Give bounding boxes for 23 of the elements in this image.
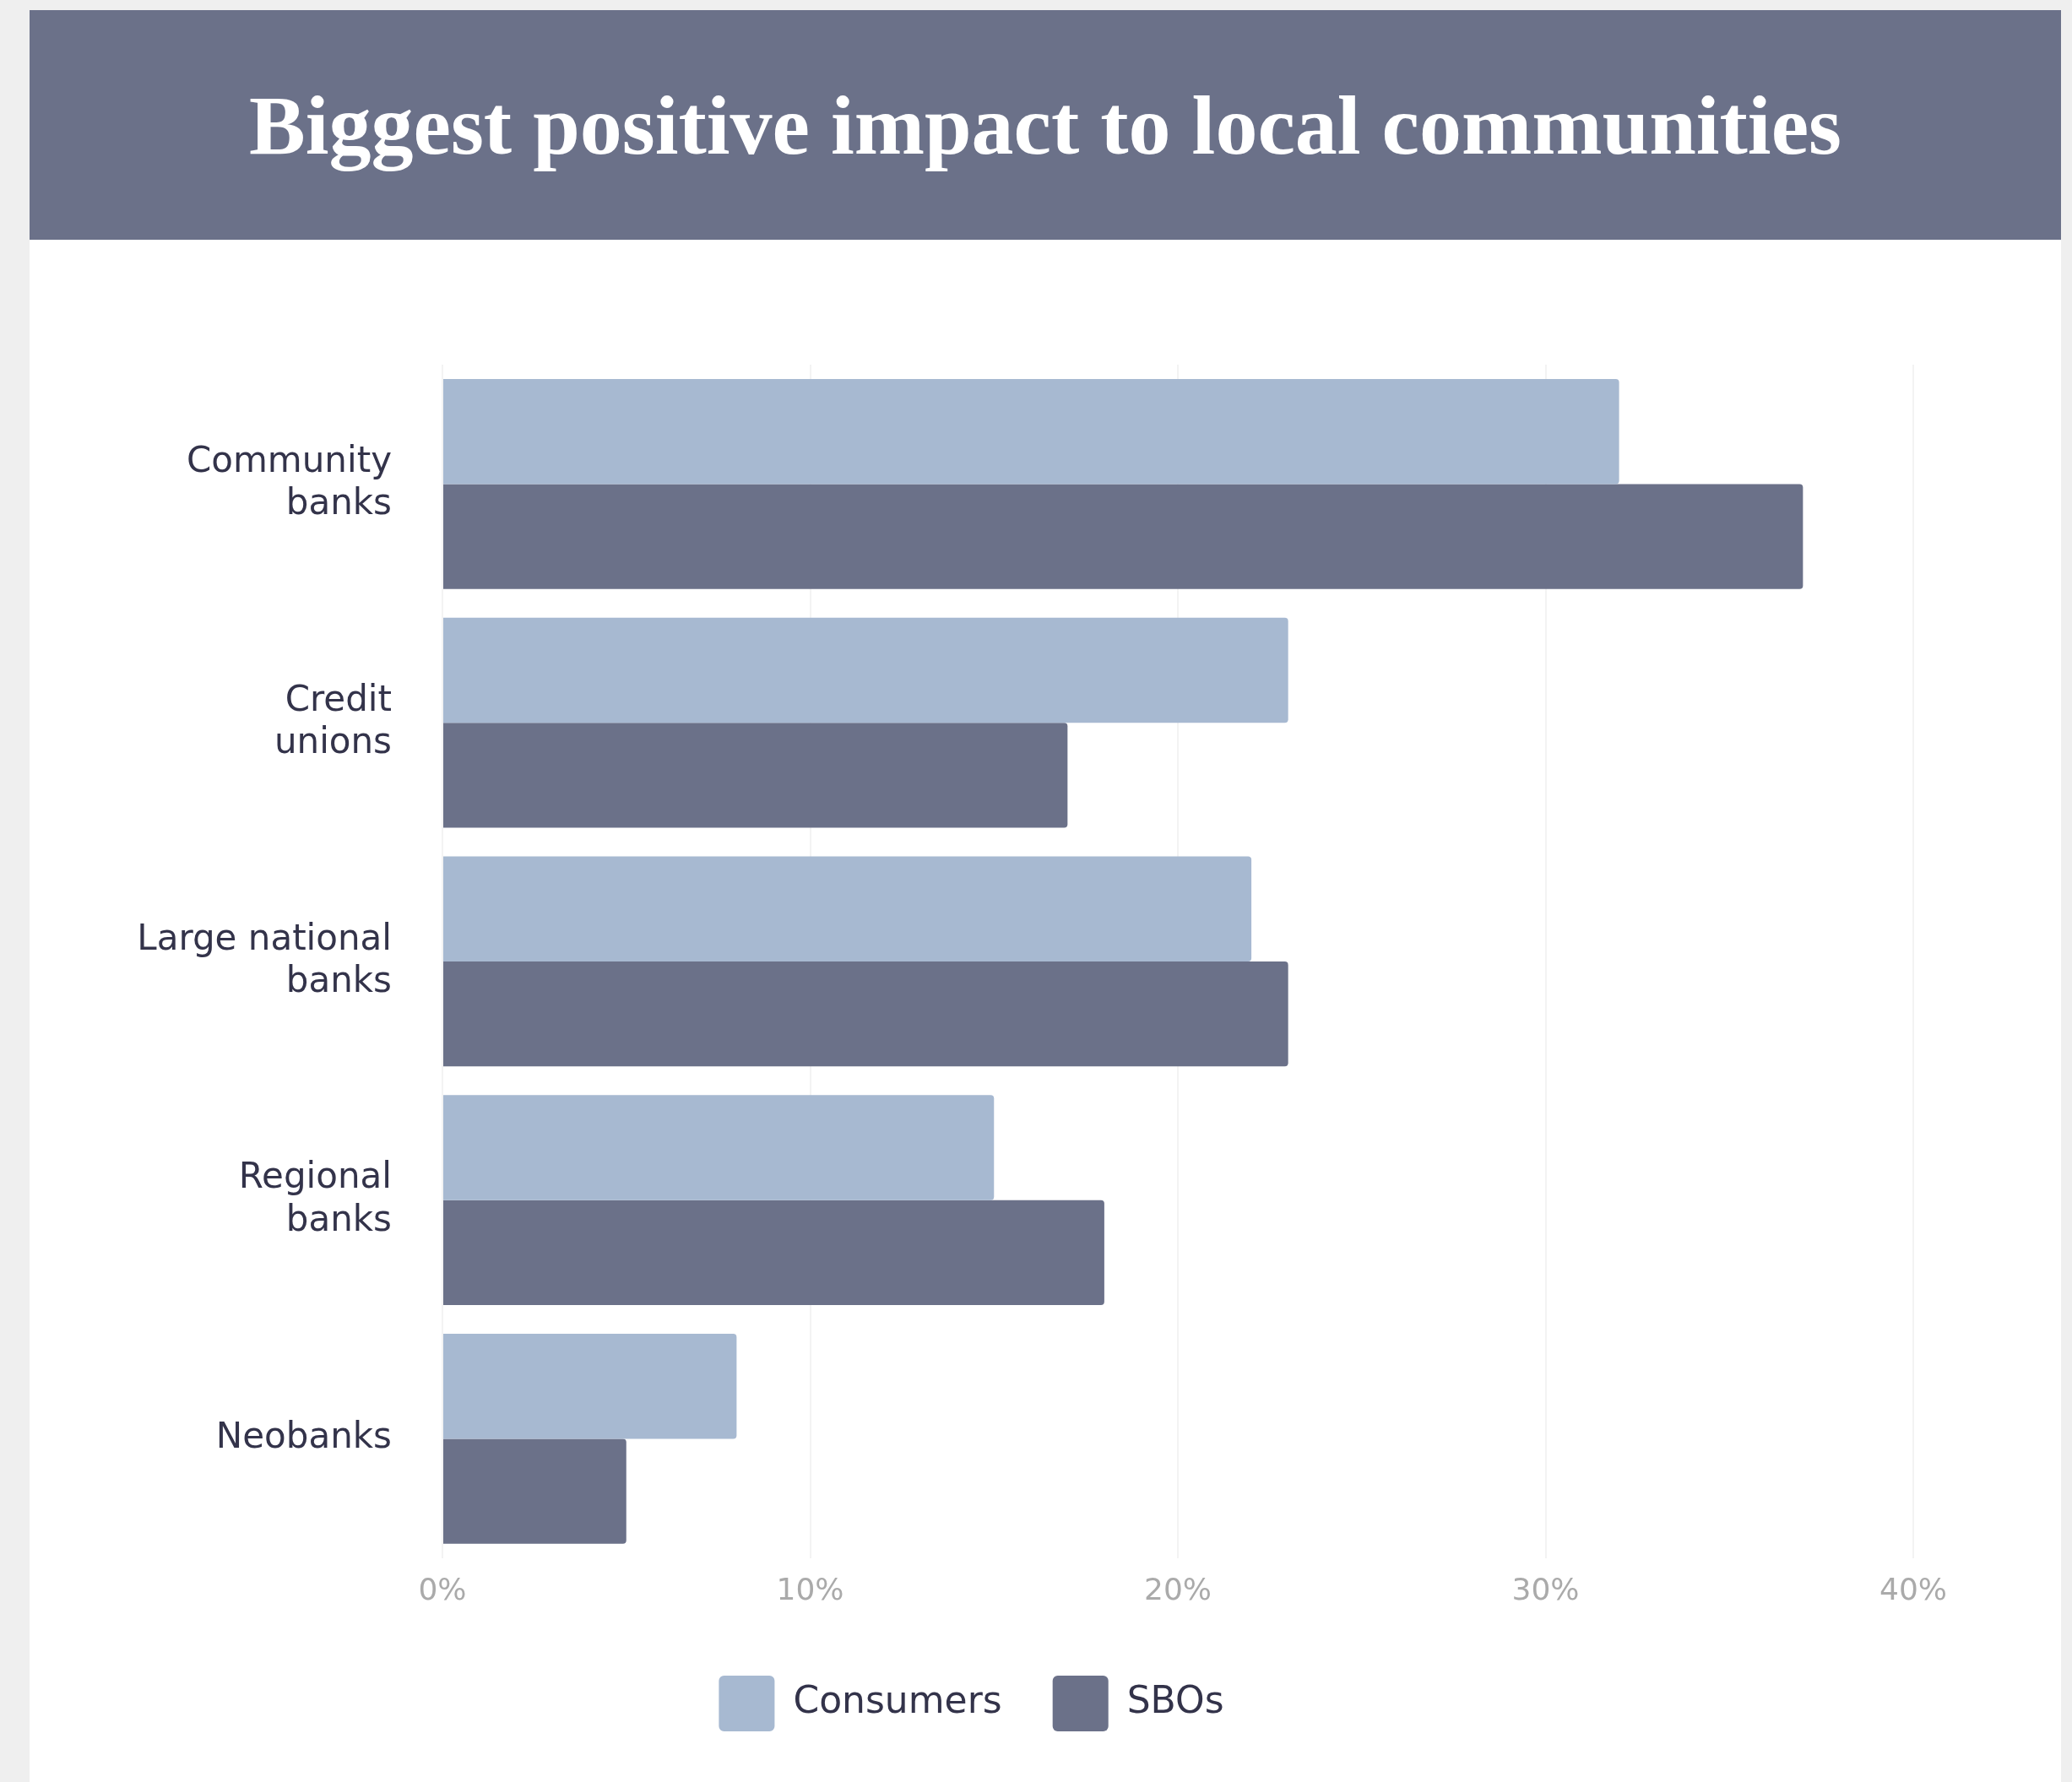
chart-title: Biggest positive impact to local communities [249,77,1841,174]
bar [443,1200,1104,1306]
y-tick-label: Regional banks [238,1155,392,1239]
x-tick-label: 40% [1879,1571,1948,1606]
bar [443,617,1288,723]
y-tick-label: Neobanks [215,1415,392,1457]
legend-label: SBOs [1126,1678,1224,1722]
x-tick-label: 0% [418,1571,467,1606]
legend-label: Consumers [793,1678,1002,1722]
bar [443,484,1804,589]
y-tick-label: Credit unions [274,677,392,762]
x-tick-label: 30% [1511,1571,1580,1606]
bar [443,723,1068,828]
y-tick-label: Large national banks [137,916,392,1001]
x-tick-label: 20% [1143,1571,1212,1606]
bar [443,1334,737,1439]
x-tick-label: 10% [776,1571,844,1606]
bar [443,856,1252,961]
y-tick-label: Community banks [186,439,392,523]
bar [443,961,1288,1067]
bar [443,1438,626,1544]
bar [443,1095,995,1200]
bar [443,378,1619,485]
